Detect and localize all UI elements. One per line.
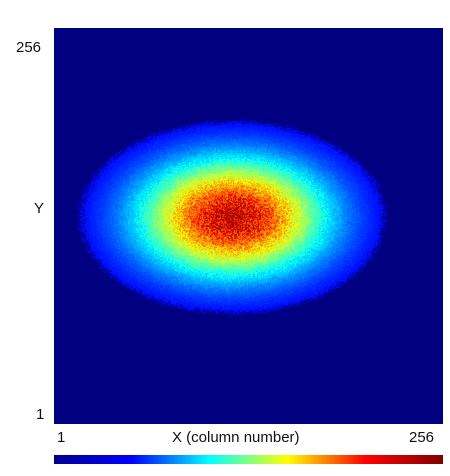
x-axis-label: X (column number)	[172, 429, 300, 446]
heatmap-image	[54, 28, 443, 424]
y-tick-min: 1	[36, 406, 45, 423]
y-axis-label: Y	[34, 200, 45, 217]
y-tick-max: 256	[16, 39, 42, 56]
colorbar	[54, 455, 443, 464]
x-tick-max: 256	[409, 429, 435, 446]
x-tick-min: 1	[57, 429, 66, 446]
heatmap-plot	[54, 28, 443, 424]
